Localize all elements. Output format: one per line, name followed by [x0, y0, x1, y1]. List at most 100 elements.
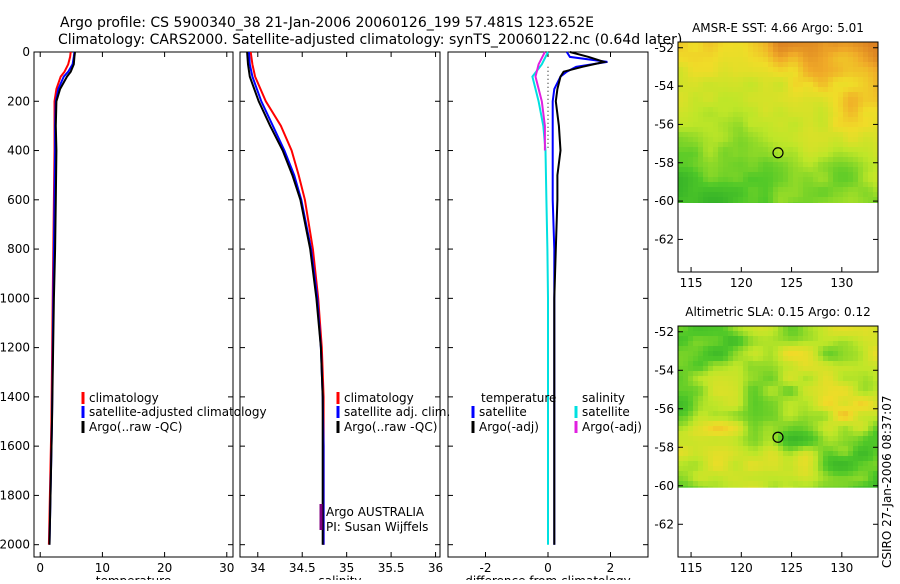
sst-map-cell [813, 82, 818, 87]
sla-map-cell [728, 406, 733, 411]
sst-map-cell [778, 67, 783, 72]
sla-map-cell [733, 416, 738, 421]
sst-map-cell [863, 192, 868, 197]
sla-map-cell [803, 371, 808, 376]
sla-map-cell [788, 431, 793, 436]
sst-map-cell [838, 162, 843, 167]
sla-map-cell [698, 406, 703, 411]
sla-map-cell [763, 346, 768, 351]
sst-map-cell [803, 42, 808, 47]
sst-map-cell [798, 102, 803, 107]
sst-map-cell [763, 107, 768, 112]
sst-map-cell [858, 52, 863, 57]
sla-map-cell [793, 376, 798, 381]
sst-map-cell [708, 102, 713, 107]
sla-map-cell [768, 416, 773, 421]
sla-map-cell [863, 456, 868, 461]
sla-map-cell [758, 426, 763, 431]
sla-map-cell [683, 391, 688, 396]
sla-map-cell [768, 326, 773, 331]
sla-map-cell [808, 346, 813, 351]
sst-map-cell [828, 112, 833, 117]
sst-map-cell [688, 102, 693, 107]
sla-map-cell [773, 336, 778, 341]
sst-map-cell [733, 62, 738, 67]
sla-map-cell [688, 401, 693, 406]
sst-map-cell [778, 42, 783, 47]
sst-map-cell [733, 107, 738, 112]
sst-map-cell [778, 122, 783, 127]
sst-map-cell [728, 82, 733, 87]
sst-map-cell [723, 157, 728, 162]
sst-map-cell [793, 182, 798, 187]
sla-map-cell [763, 416, 768, 421]
sla-map-cell [868, 386, 873, 391]
sst-map-cell [783, 52, 788, 57]
sla-map-cell [798, 351, 803, 356]
sst-map-cell [718, 167, 723, 172]
sla-map-cell [683, 436, 688, 441]
sst-map-cell [833, 82, 838, 87]
sst-map-cell [853, 62, 858, 67]
salinity-series-0 [249, 51, 325, 545]
sla-map-cell [738, 421, 743, 426]
sla-map-cell [723, 406, 728, 411]
sla-map-cell [713, 456, 718, 461]
sst-map-cell [733, 167, 738, 172]
sst-map-cell [798, 82, 803, 87]
sst-map-cell [858, 112, 863, 117]
sla-map-cell [828, 361, 833, 366]
sla-map-cell [823, 366, 828, 371]
sla-map-cell [703, 371, 708, 376]
sst-map-cell [843, 187, 848, 192]
sla-map-cell [688, 406, 693, 411]
sla-map-cell [803, 386, 808, 391]
sla-map-cell [758, 381, 763, 386]
sst-map-cell [698, 167, 703, 172]
sst-map-cell [818, 182, 823, 187]
sla-map-cell [718, 406, 723, 411]
sla-map-cell [818, 441, 823, 446]
sst-map-cell [708, 167, 713, 172]
sla-map-cell [743, 376, 748, 381]
sst-map-cell [803, 142, 808, 147]
sst-map-cell [813, 112, 818, 117]
sla-map-cell [698, 461, 703, 466]
sla-map-cell [758, 356, 763, 361]
sst-map-cell [808, 72, 813, 77]
sst-map-cell [678, 82, 683, 87]
sla-map-cell [868, 326, 873, 331]
sst-map-cell [798, 107, 803, 112]
sst-map-cell [818, 127, 823, 132]
sla-map-cell [818, 376, 823, 381]
sla-map-cell [743, 371, 748, 376]
sla-map-cell [708, 386, 713, 391]
sla-map-xtick-label: 120 [730, 561, 753, 575]
sla-map-cell [688, 351, 693, 356]
sla-map-cell [793, 396, 798, 401]
sst-map-cell [678, 147, 683, 152]
sla-map-cell [733, 451, 738, 456]
sst-map-cell [718, 57, 723, 62]
sla-map-cell [873, 451, 878, 456]
sla-map-cell [693, 446, 698, 451]
sst-map-cell [838, 187, 843, 192]
sst-map-cell [833, 42, 838, 47]
sst-map-cell [793, 117, 798, 122]
sst-map-cell [763, 202, 768, 203]
sst-map-cell [713, 62, 718, 67]
sla-map-cell [758, 416, 763, 421]
sst-map-cell [793, 122, 798, 127]
sla-map-cell [838, 451, 843, 456]
sst-map-cell [788, 117, 793, 122]
sst-map-cell [823, 112, 828, 117]
sst-map-cell [773, 122, 778, 127]
sst-map-cell [778, 92, 783, 97]
sst-map-cell [683, 162, 688, 167]
sst-map-cell [843, 137, 848, 142]
sla-map-cell [808, 331, 813, 336]
sst-map-cell [738, 127, 743, 132]
sla-map-cell [698, 471, 703, 476]
sla-map-cell [783, 451, 788, 456]
sst-map-cell [843, 112, 848, 117]
